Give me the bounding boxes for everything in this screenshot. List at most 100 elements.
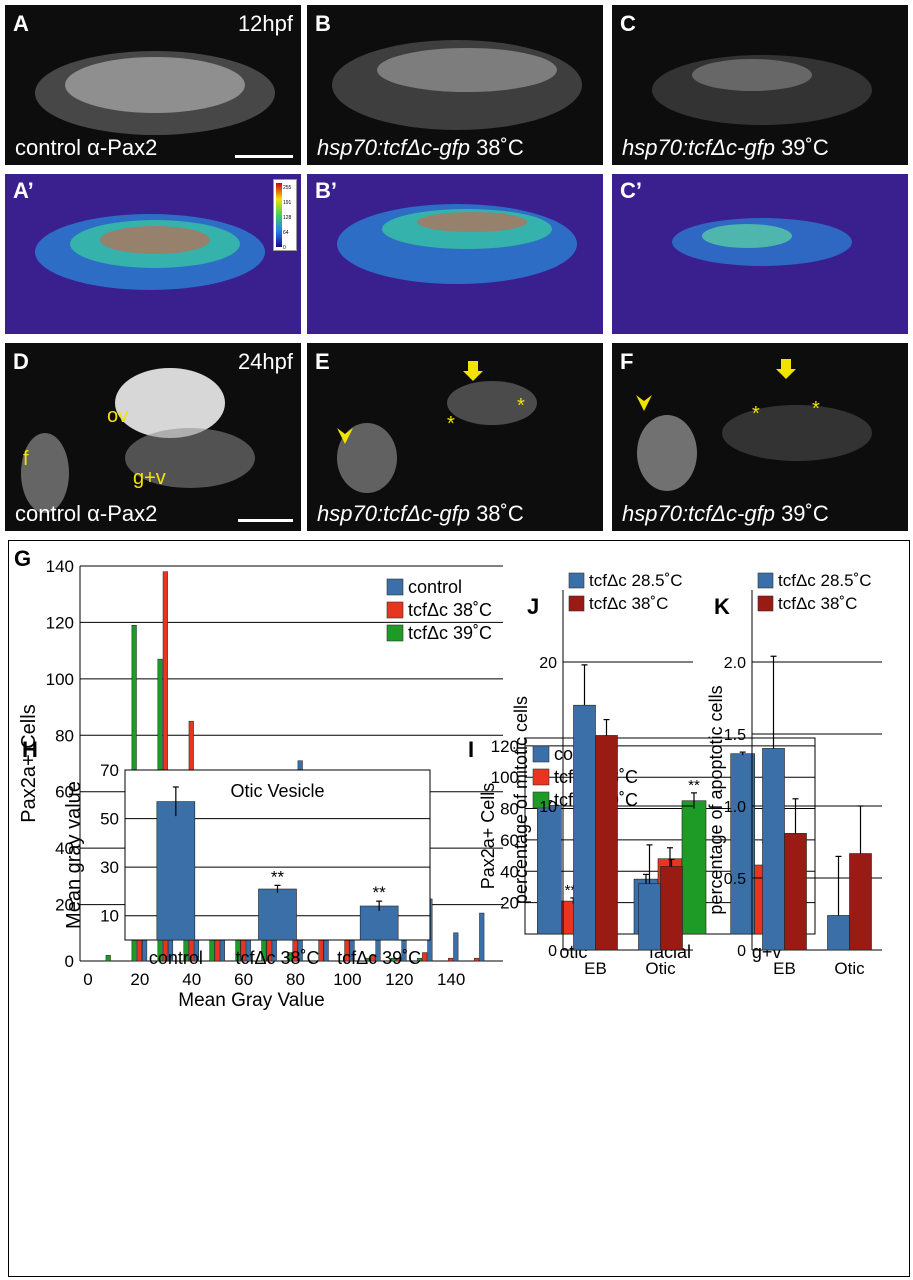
y-tick-label: 120	[46, 613, 74, 632]
arrow-marker	[776, 359, 796, 379]
y-tick-label: 50	[100, 810, 119, 829]
bar	[730, 753, 755, 935]
y-axis-title: percentage of mitotic cells	[511, 696, 531, 904]
genotype-text: hsp70:tcfΔc-gfp	[317, 501, 470, 526]
y-tick-label: 2.0	[724, 655, 746, 672]
genotype-text: hsp70:tcfΔc-gfp	[622, 135, 775, 160]
panel-c2-heatmap: C’	[612, 174, 908, 334]
y-axis-title: percentage of apoptotic cells	[706, 685, 726, 914]
histogram-bar	[370, 955, 376, 962]
legend-swatch	[757, 595, 774, 612]
bar	[660, 866, 683, 951]
panel-e-cells	[337, 361, 537, 493]
panel-a2-heatmap: A’ 255 191 128 64 0	[5, 174, 301, 334]
significance-marker: **	[373, 883, 387, 902]
legend-label: tcfΔc 38˚C	[408, 600, 492, 620]
legend-swatch	[568, 572, 585, 589]
y-tick-label: 60	[55, 783, 74, 802]
panel-label-d: D	[13, 349, 29, 374]
panel-d-micrograph: D 24hpf ov f g+v control α-Pax2	[5, 343, 301, 531]
bar	[359, 905, 399, 941]
panel-c-micrograph: C hsp70:tcfΔc-gfp 39˚C	[612, 5, 908, 165]
panel-label-c: C	[620, 11, 636, 36]
stage-label-24hpf: 24hpf	[237, 349, 293, 374]
panel-e-caption: hsp70:tcfΔc-gfp 38˚C	[317, 501, 524, 527]
y-tick-label: 30	[100, 858, 119, 877]
panel-a-caption: control α-Pax2	[15, 135, 158, 160]
panel-label-f: F	[620, 349, 634, 374]
significance-marker: **	[688, 777, 700, 794]
panel-b2-cells	[337, 204, 577, 284]
bar	[762, 748, 785, 951]
bar	[681, 800, 707, 935]
panel-c-cells	[652, 55, 872, 125]
scale-bar	[235, 155, 293, 158]
x-tick-label: 120	[385, 970, 413, 989]
y-tick-label: 10	[100, 907, 119, 926]
asterisk-marker: *	[752, 403, 760, 425]
x-category-label: control	[149, 948, 203, 968]
y-tick-label: 40	[55, 839, 74, 858]
temperature-text: 39˚C	[774, 501, 829, 526]
x-category-label: Otic	[645, 959, 676, 978]
y-tick-label: 140	[46, 557, 74, 576]
panel-b-cells	[332, 40, 582, 130]
arrowhead-marker	[337, 428, 353, 444]
bar	[638, 883, 661, 951]
x-category-label: Otic	[834, 959, 865, 978]
legend-swatch	[386, 601, 404, 619]
panel-d-cells	[21, 368, 255, 513]
histogram-bar	[162, 571, 168, 962]
panel-label-c-prime: C’	[620, 178, 642, 203]
temperature-text: 38˚C	[469, 501, 524, 526]
legend-label: tcfΔc 38˚C	[778, 594, 857, 613]
panel-c-caption: hsp70:tcfΔc-gfp 39˚C	[622, 135, 829, 161]
histogram-bar	[453, 932, 459, 962]
x-category-label: tcfΔc 39˚C	[337, 948, 421, 968]
y-tick-label: 0.5	[724, 871, 746, 888]
x-tick-label: 140	[437, 970, 465, 989]
panel-label-b-prime: B’	[315, 178, 337, 203]
panel-b-caption: hsp70:tcfΔc-gfp 38˚C	[317, 135, 524, 161]
x-tick-label: 20	[130, 970, 149, 989]
arrowhead-marker	[636, 395, 652, 411]
y-axis-title: Mean gray value	[63, 781, 85, 929]
facial-ganglion-label: f	[23, 448, 29, 470]
panel-a2-cells	[35, 214, 265, 290]
x-category-label: tcfΔc 38˚C	[235, 948, 319, 968]
colorbar-gradient	[276, 183, 282, 247]
histogram-bar	[416, 957, 423, 962]
ganglion-gv-label: g+v	[133, 467, 166, 489]
y-tick-label: 20	[539, 655, 557, 672]
panel-c2-cells	[672, 218, 852, 266]
temperature-text: 39˚C	[774, 135, 829, 160]
chart-title: Otic Vesicle	[230, 781, 324, 801]
panel-label-a-prime: A’	[13, 178, 34, 203]
asterisk-marker: *	[517, 395, 525, 417]
y-tick-label: 1.0	[724, 799, 746, 816]
histogram-bar	[391, 957, 397, 962]
legend-swatch	[532, 791, 550, 809]
colorbar-ticks: 255 191 128 64 0	[283, 185, 292, 251]
legend-label: tcfΔc 39˚C	[408, 623, 492, 643]
panel-label-i: I	[468, 737, 474, 762]
bar	[537, 805, 562, 935]
histogram-bar	[287, 952, 293, 962]
x-tick-label: 100	[333, 970, 361, 989]
bar	[156, 801, 196, 941]
legend-label: control	[408, 577, 462, 597]
y-tick-label: 100	[491, 768, 519, 787]
x-category-label: EB	[584, 959, 607, 978]
asterisk-marker: *	[447, 413, 455, 435]
histogram-bar	[396, 957, 402, 962]
legend-label: tcfΔc 28.5˚C	[778, 571, 872, 590]
histogram-bar	[105, 955, 111, 962]
legend-label: tcfΔc 38˚C	[589, 594, 668, 613]
y-tick-label: 70	[100, 761, 119, 780]
legend-swatch	[532, 768, 550, 786]
panel-b2-heatmap: B’	[307, 174, 603, 334]
panel-d-caption: control α-Pax2	[15, 501, 158, 526]
bar	[573, 704, 596, 951]
y-axis-title: Pax2a+ Cells	[18, 704, 40, 822]
